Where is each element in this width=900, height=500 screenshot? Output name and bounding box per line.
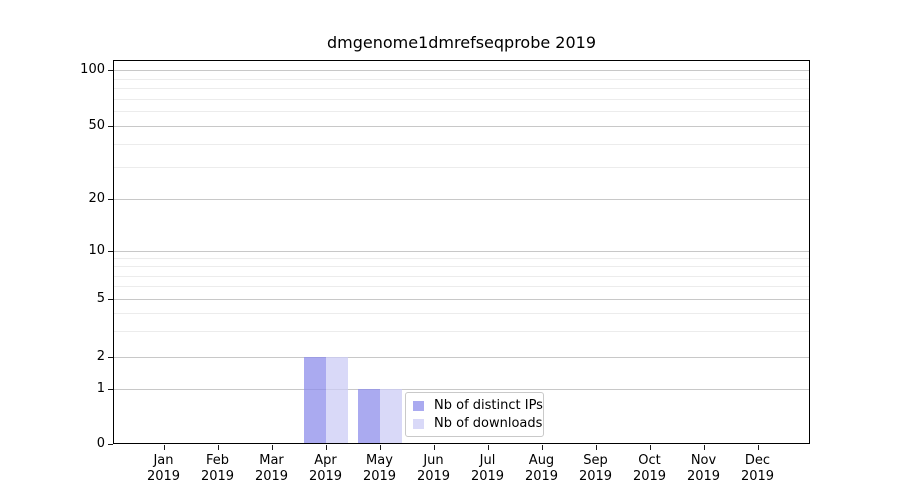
legend-swatch-distinct-ips <box>413 400 424 411</box>
bar-downloads-apr-2019 <box>326 357 348 443</box>
legend-item-distinct-ips: Nb of distinct IPs <box>413 398 543 413</box>
gridline-major-20 <box>114 199 809 200</box>
legend-label-distinct-ips: Nb of distinct IPs <box>434 398 543 413</box>
gridline-major-2 <box>114 357 809 358</box>
x-tick-label-sep: Sep 2019 <box>578 453 613 484</box>
x-tick-label-apr: Apr 2019 <box>308 453 343 484</box>
y-tick-mark-5 <box>108 299 113 300</box>
x-tick-mark-apr <box>325 445 327 450</box>
x-tick-label-dec: Dec 2019 <box>740 453 775 484</box>
gridline-major-10 <box>114 251 809 252</box>
y-tick-mark-2 <box>108 357 113 358</box>
gridline-minor-40 <box>114 143 809 145</box>
x-tick-mark-dec <box>757 445 759 450</box>
x-tick-mark-oct <box>649 445 651 450</box>
gridline-minor-3 <box>114 331 809 333</box>
x-tick-mark-mar <box>271 445 273 450</box>
x-tick-mark-aug <box>541 445 543 450</box>
gridline-major-1 <box>114 389 809 390</box>
x-tick-label-may: May 2019 <box>362 453 397 484</box>
x-tick-label-mar: Mar 2019 <box>254 453 289 484</box>
gridline-minor-80 <box>114 88 809 90</box>
x-tick-label-jul: Jul 2019 <box>470 453 505 484</box>
gridline-minor-30 <box>114 166 809 168</box>
x-tick-label-nov: Nov 2019 <box>686 453 721 484</box>
x-tick-mark-jul <box>487 445 489 450</box>
gridline-minor-7 <box>114 275 809 277</box>
y-tick-label-2: 2 <box>96 349 105 364</box>
x-tick-label-jun: Jun 2019 <box>416 453 451 484</box>
gridline-minor-8 <box>114 266 809 268</box>
y-tick-mark-50 <box>108 126 113 127</box>
plot-area <box>113 60 810 444</box>
y-tick-mark-20 <box>108 199 113 200</box>
y-tick-mark-10 <box>108 251 113 252</box>
y-tick-label-100: 100 <box>80 62 105 77</box>
gridline-minor-9 <box>114 258 809 260</box>
y-tick-label-1: 1 <box>96 381 105 396</box>
x-tick-mark-sep <box>595 445 597 450</box>
gridline-major-5 <box>114 299 809 300</box>
x-tick-mark-nov <box>703 445 705 450</box>
y-tick-label-5: 5 <box>96 291 105 306</box>
gridline-major-50 <box>114 126 809 127</box>
gridline-minor-70 <box>114 98 809 100</box>
x-tick-label-oct: Oct 2019 <box>632 453 667 484</box>
x-tick-mark-may <box>379 445 381 450</box>
gridline-minor-90 <box>114 78 809 80</box>
bar-downloads-may-2019 <box>380 389 402 443</box>
gridline-minor-6 <box>114 286 809 288</box>
x-tick-mark-feb <box>217 445 219 450</box>
x-tick-label-aug: Aug 2019 <box>524 453 559 484</box>
legend: Nb of distinct IPs Nb of downloads <box>405 392 544 437</box>
gridline-minor-60 <box>114 111 809 113</box>
y-tick-label-10: 10 <box>88 243 105 258</box>
bar-distinct-ips-may-2019 <box>358 389 380 443</box>
y-tick-mark-1 <box>108 389 113 390</box>
chart-title: dmgenome1dmrefseqprobe 2019 <box>326 33 597 52</box>
x-tick-mark-jun <box>433 445 435 450</box>
y-tick-label-0: 0 <box>96 436 105 451</box>
y-tick-mark-0 <box>108 444 113 445</box>
y-tick-mark-100 <box>108 70 113 71</box>
x-tick-label-feb: Feb 2019 <box>200 453 235 484</box>
legend-label-downloads: Nb of downloads <box>434 416 543 431</box>
legend-item-downloads: Nb of downloads <box>413 416 542 431</box>
x-tick-mark-jan <box>163 445 165 450</box>
gridline-minor-4 <box>114 313 809 315</box>
y-tick-label-50: 50 <box>88 118 105 133</box>
y-tick-label-20: 20 <box>88 191 105 206</box>
bar-distinct-ips-apr-2019 <box>304 357 326 443</box>
legend-swatch-downloads <box>413 418 424 429</box>
x-tick-label-jan: Jan 2019 <box>146 453 181 484</box>
gridline-major-100 <box>114 70 809 71</box>
